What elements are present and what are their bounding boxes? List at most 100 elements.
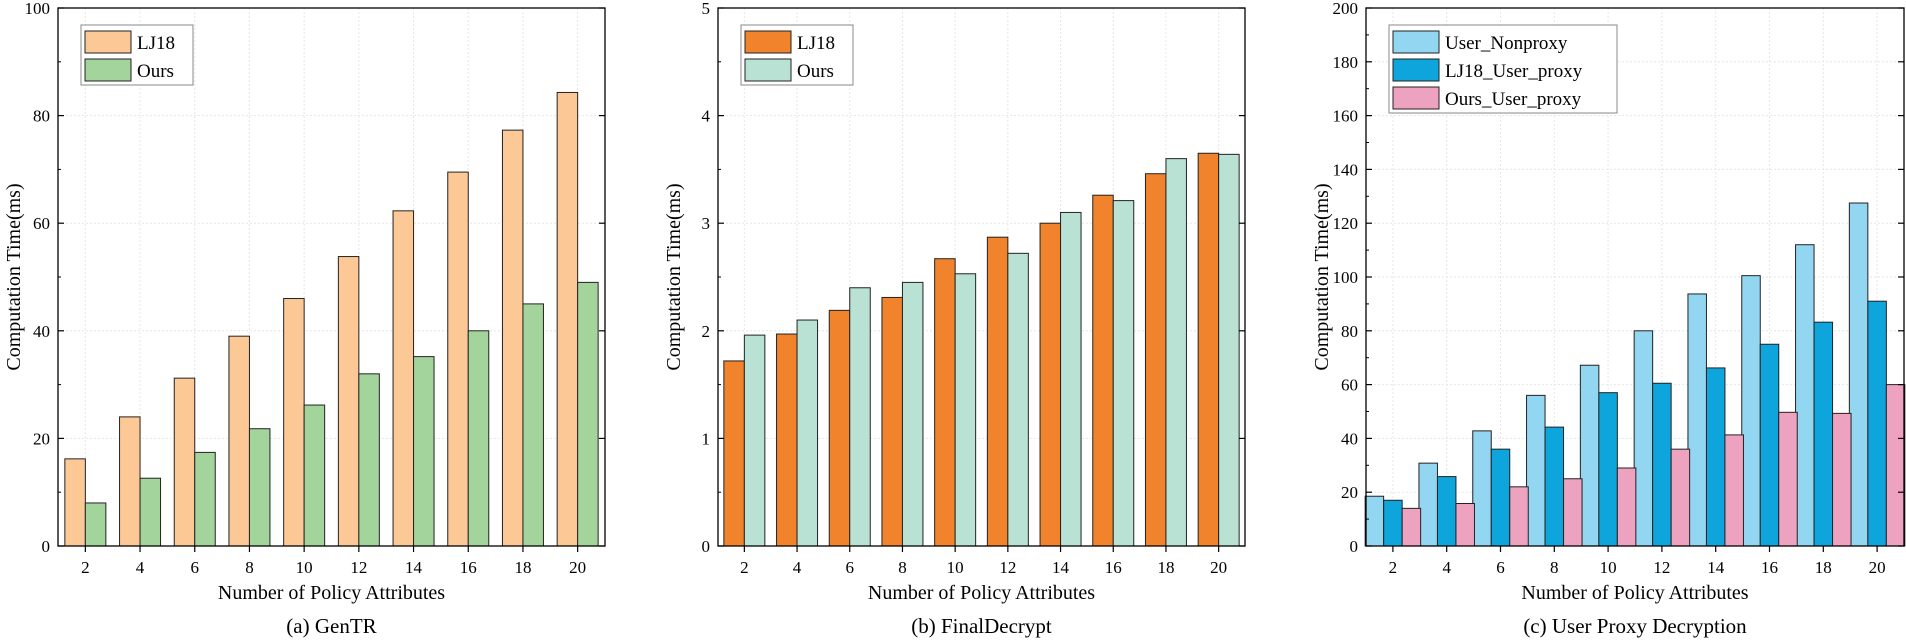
y-tick-label: 0	[1350, 537, 1359, 556]
legend-swatch-lj18_user_proxy	[1392, 58, 1440, 82]
y-tick-label: 40	[1341, 429, 1358, 448]
x-tick-label: 6	[191, 558, 200, 577]
bar-lj18-4	[776, 333, 798, 547]
legend-label: Ours_User_proxy	[1445, 89, 1582, 110]
y-axis-label: Computation Time(ms)	[663, 183, 685, 370]
bar-lj18-8	[881, 296, 903, 547]
bar-ours-2	[743, 334, 766, 547]
y-tick-label: 200	[1333, 0, 1359, 18]
legend-swatch-lj18	[84, 30, 132, 54]
bar-user_nonproxy-18	[1795, 244, 1815, 547]
x-axis-label: Number of Policy Attributes	[1521, 582, 1748, 604]
x-tick-label: 16	[1761, 558, 1778, 577]
legend-label: Ours	[797, 61, 834, 82]
x-tick-label: 8	[1550, 558, 1559, 577]
x-tick-label: 8	[245, 558, 254, 577]
legend-label: LJ18	[797, 33, 835, 54]
bar-user_nonproxy-2	[1364, 495, 1385, 547]
bar-ours-6	[849, 287, 871, 547]
bar-lj18_user_proxy-14	[1705, 367, 1726, 547]
x-tick-label: 16	[460, 558, 477, 577]
bar-lj18-16	[1092, 194, 1114, 547]
bar-ours-16	[467, 330, 490, 547]
bar-ours-10	[954, 273, 977, 547]
y-tick-label: 80	[33, 107, 50, 126]
bar-ours-14	[1060, 211, 1082, 547]
x-tick-label: 6	[846, 558, 855, 577]
bar-ours-20	[577, 281, 599, 547]
bar-user_nonproxy-4	[1418, 462, 1438, 547]
x-tick-label: 2	[81, 558, 90, 577]
bar-ours-10	[303, 404, 326, 547]
legend-swatch-ours	[744, 58, 792, 82]
x-axis-label: Number of Policy Attributes	[218, 582, 445, 604]
y-axis-label: Computation Time(ms)	[1311, 183, 1333, 370]
bar-ours-14	[413, 356, 435, 547]
legend-swatch-lj18	[744, 30, 792, 54]
bar-lj18-20	[1197, 152, 1220, 547]
bar-user_nonproxy-16	[1741, 275, 1761, 547]
chart-panel-3: 0 20 40 60 80 100 120 140 160 180 200 2 4 6 8 10 12 14 16 1…	[1311, 0, 1906, 638]
bar-ours_user_proxy-16	[1778, 411, 1798, 547]
bar-lj18-6	[173, 377, 196, 547]
y-tick-label: 60	[1341, 376, 1358, 395]
bar-lj18-10	[934, 258, 956, 547]
x-tick-label: 12	[350, 558, 367, 577]
y-tick-label: 100	[25, 0, 51, 18]
bar-lj18-8	[228, 335, 250, 547]
bar-lj18-18	[501, 129, 524, 547]
bar-lj18-18	[1144, 173, 1167, 547]
x-tick-label: 18	[514, 558, 531, 577]
chart-caption: (b) FinalDecrypt	[911, 614, 1052, 638]
legend-swatch-user_nonproxy	[1392, 30, 1440, 54]
bar-lj18_user_proxy-12	[1652, 382, 1672, 547]
y-tick-label: 0	[42, 537, 51, 556]
bar-lj18-16	[447, 171, 469, 547]
y-tick-label: 180	[1333, 53, 1359, 72]
chart-panel-1: 0 20 40 60 80 100 2 4 6 8 10 12 14 16 18 20 Number of Po…	[3, 0, 606, 638]
bar-user_nonproxy-6	[1472, 430, 1492, 547]
y-tick-label: 3	[702, 214, 711, 233]
bar-lj18-14	[1039, 222, 1062, 547]
bar-ours-18	[522, 303, 544, 547]
bar-lj18_user_proxy-4	[1436, 476, 1457, 547]
bar-lj18-12	[337, 256, 360, 547]
y-tick-label: 140	[1333, 160, 1359, 179]
y-tick-label: 1	[702, 429, 711, 448]
bar-lj18_user_proxy-20	[1867, 300, 1887, 547]
x-tick-label: 12	[999, 558, 1016, 577]
y-tick-label: 120	[1333, 214, 1359, 233]
bar-lj18_user_proxy-18	[1813, 321, 1834, 547]
bar-ours-12	[1007, 252, 1029, 547]
x-tick-label: 16	[1105, 558, 1122, 577]
bar-lj18_user_proxy-16	[1759, 343, 1780, 547]
y-tick-label: 20	[33, 429, 50, 448]
legend-label: LJ18	[137, 33, 175, 54]
x-tick-label: 4	[793, 558, 802, 577]
y-axis-label: Computation Time(ms)	[3, 183, 25, 370]
x-tick-label: 2	[1389, 558, 1398, 577]
bar-ours_user_proxy-4	[1455, 502, 1475, 547]
bar-ours_user_proxy-6	[1509, 486, 1529, 547]
bar-ours_user_proxy-14	[1724, 434, 1744, 547]
bar-ours-8	[248, 428, 271, 547]
legend-swatch-ours	[84, 58, 132, 82]
bar-lj18-2	[64, 458, 86, 547]
y-tick-label: 2	[702, 322, 711, 341]
y-tick-label: 80	[1341, 322, 1358, 341]
x-tick-label: 14	[1052, 558, 1070, 577]
chart-caption: (c) User Proxy Decryption	[1523, 614, 1747, 638]
y-tick-label: 20	[1341, 483, 1358, 502]
x-tick-label: 18	[1157, 558, 1174, 577]
bar-ours-4	[139, 477, 162, 547]
x-tick-label: 20	[1210, 558, 1227, 577]
bar-ours_user_proxy-20	[1885, 384, 1906, 547]
y-tick-label: 40	[33, 322, 50, 341]
bar-lj18_user_proxy-6	[1490, 448, 1511, 547]
bar-ours_user_proxy-18	[1832, 412, 1852, 547]
x-tick-label: 10	[947, 558, 964, 577]
y-tick-label: 0	[702, 537, 711, 556]
bar-lj18_user_proxy-2	[1383, 499, 1403, 547]
